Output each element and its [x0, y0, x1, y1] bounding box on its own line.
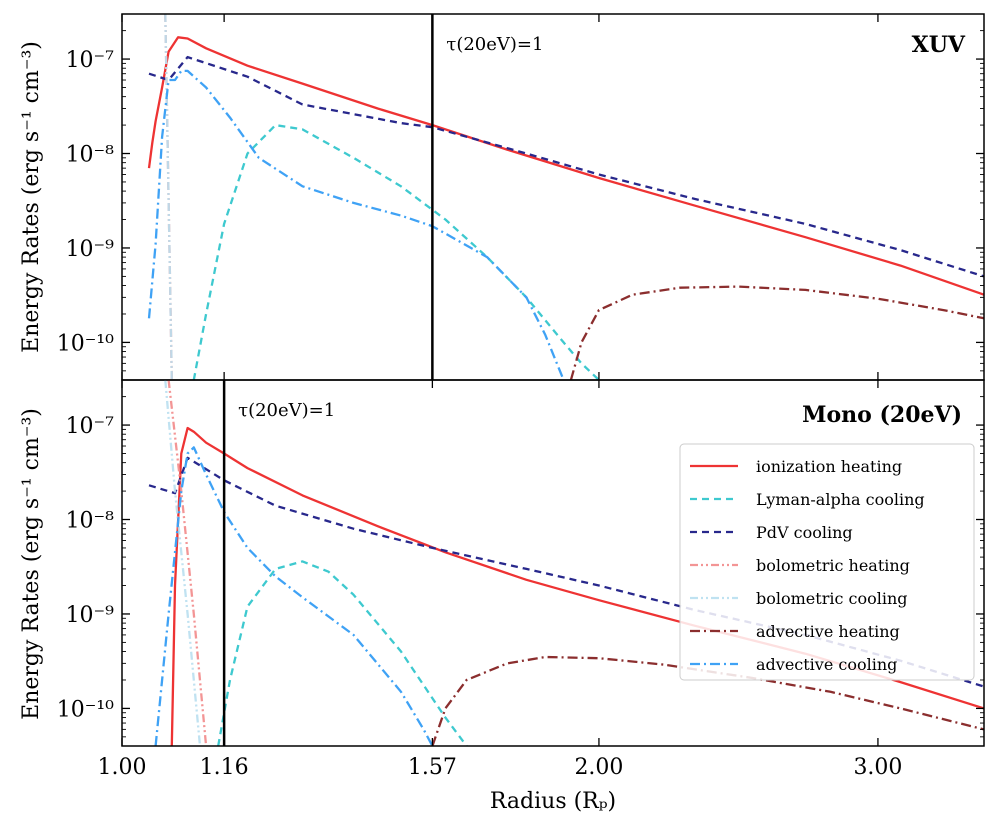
xuv-bolo-c-line [164, 14, 173, 380]
legend-box [679, 443, 975, 681]
mono-ytick-label: 10⁻¹⁰ [57, 697, 114, 722]
legend-label-adv-h: advective heating [756, 622, 900, 641]
mono-xtick-label: 1.16 [200, 755, 249, 780]
xuv-ytick-label: 10⁻⁸ [66, 143, 115, 168]
xuv-ytick-label: 10⁻⁷ [66, 48, 115, 73]
mono-tau-label: τ(20eV)=1 [238, 400, 335, 421]
mono-adv-c-line [154, 446, 434, 746]
mono-bolo-c-line [164, 380, 202, 746]
legend-label-pdv: PdV cooling [756, 523, 853, 542]
mono-lyman-line [217, 560, 468, 746]
mono-yticks: 10⁻⁷ 10⁻⁸ 10⁻⁹ 10⁻¹⁰ [57, 396, 984, 738]
mono-ytick-label: 10⁻⁷ [66, 414, 115, 439]
mono-axes-frame [121, 379, 985, 747]
xuv-xticks [121, 14, 879, 380]
x-axis-label: Radius (Rₚ) [490, 789, 616, 814]
xuv-panel-title: XUV [912, 32, 966, 58]
mono-xtick-label: 2.00 [574, 755, 623, 780]
xuv-ionization-line [147, 36, 984, 296]
legend-label-bolo-h: bolometric heating [756, 556, 910, 575]
mono-bolo-h-line [167, 380, 208, 746]
xuv-ytick-label: 10⁻¹⁰ [57, 331, 114, 356]
mono-ytick-label: 10⁻⁹ [66, 603, 115, 628]
xuv-series-layer [147, 14, 984, 380]
mono-adv-h-line [431, 655, 984, 746]
legend-label-bolo-c: bolometric cooling [756, 589, 908, 608]
xuv-adv-c-line [147, 69, 565, 380]
xuv-axes-frame [121, 13, 985, 381]
xuv-pdv-line [148, 55, 984, 278]
mono-xticks: 1.00 1.16 1.57 2.00 3.00 [98, 380, 902, 780]
xuv-panel: τ(20eV)=1 XUV 10⁻⁷ 10⁻⁸ 10⁻⁹ 10⁻¹⁰ Energy R… [19, 13, 985, 381]
xuv-ytick-label: 10⁻⁹ [66, 237, 115, 262]
xuv-yticks: 10⁻⁷ 10⁻⁸ 10⁻⁹ 10⁻¹⁰ [57, 30, 984, 372]
mono-xtick-label: 1.57 [408, 755, 457, 780]
xuv-tau-label: τ(20eV)=1 [446, 34, 543, 55]
legend-label-ionization: ionization heating [756, 457, 902, 476]
legend-label-adv-c: advective cooling [756, 655, 897, 674]
legend-label-lyman: Lyman-alpha cooling [756, 490, 925, 509]
mono-panel-title: Mono (20eV) [802, 402, 962, 428]
xuv-lyman-line [192, 123, 600, 380]
mono-ylabel: Energy Rates (erg s⁻¹ cm⁻³) [19, 408, 44, 720]
mono-ytick-label: 10⁻⁸ [66, 509, 115, 534]
xuv-adv-h-line [569, 285, 984, 380]
mono-xtick-label: 3.00 [853, 755, 902, 780]
legend: ionization heating Lyman-alpha cooling PdV… [679, 443, 975, 681]
legend-rows: ionization heating Lyman-alpha cooling PdV… [690, 457, 925, 674]
xuv-ylabel: Energy Rates (erg s⁻¹ cm⁻³) [19, 41, 44, 353]
mono-panel: τ(20eV)=1 Mono (20eV) 10⁻⁷10⁻⁸10⁻⁹10⁻¹⁰ … [19, 379, 985, 814]
mono-xtick-label: 1.00 [98, 755, 147, 780]
